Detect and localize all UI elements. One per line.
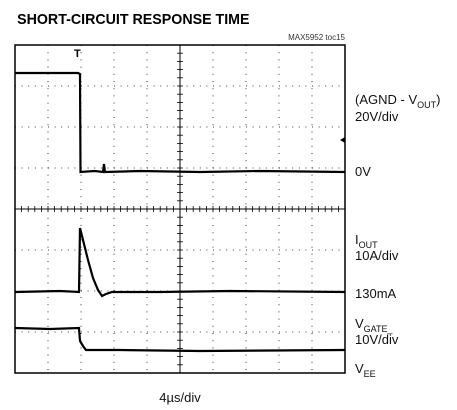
channel-label: (AGND - VOUT) [355, 92, 440, 110]
channel-label: 10A/div [355, 248, 399, 263]
channel-label: VEE [355, 361, 376, 379]
channel-label: 20V/div [355, 109, 399, 124]
label-text: 130mA [355, 286, 397, 301]
channel-label: IOUT [355, 232, 378, 250]
label-text: 20V/div [355, 109, 399, 124]
time-scale: 4µs/div [159, 390, 201, 405]
channel-label: 130mA [355, 286, 397, 301]
label-text: V [355, 316, 364, 331]
channel-labels: (AGND - VOUT)20V/div0VIOUT10A/div130mAVG… [355, 92, 440, 379]
label-text: 0V [355, 164, 371, 179]
label-text: V [355, 361, 364, 376]
label-text: I [355, 232, 359, 247]
title: SHORT-CIRCUIT RESPONSE TIME [17, 12, 250, 28]
label-text: 10V/div [355, 332, 399, 347]
figure-tag: MAX5952 toc15 [288, 33, 345, 42]
label-text: (AGND - V [355, 92, 417, 107]
ground-marker [340, 137, 345, 143]
trace-vout [15, 71, 346, 174]
trace-iout [14, 227, 346, 298]
label-text: 10A/div [355, 248, 399, 263]
channel-label: 10V/div [355, 332, 399, 347]
channel-label: 0V [355, 164, 371, 179]
traces [14, 71, 346, 353]
label-text: ) [436, 92, 440, 107]
label-subscript: OUT [359, 240, 379, 250]
trace-vgate [14, 326, 346, 353]
label-subscript: GATE_ [364, 324, 394, 334]
label-subscript: OUT [417, 100, 437, 110]
scope-screen [14, 44, 346, 374]
channel-label: VGATE_ [355, 316, 394, 334]
label-subscript: EE [364, 369, 376, 379]
trigger-marker: T [74, 48, 81, 60]
